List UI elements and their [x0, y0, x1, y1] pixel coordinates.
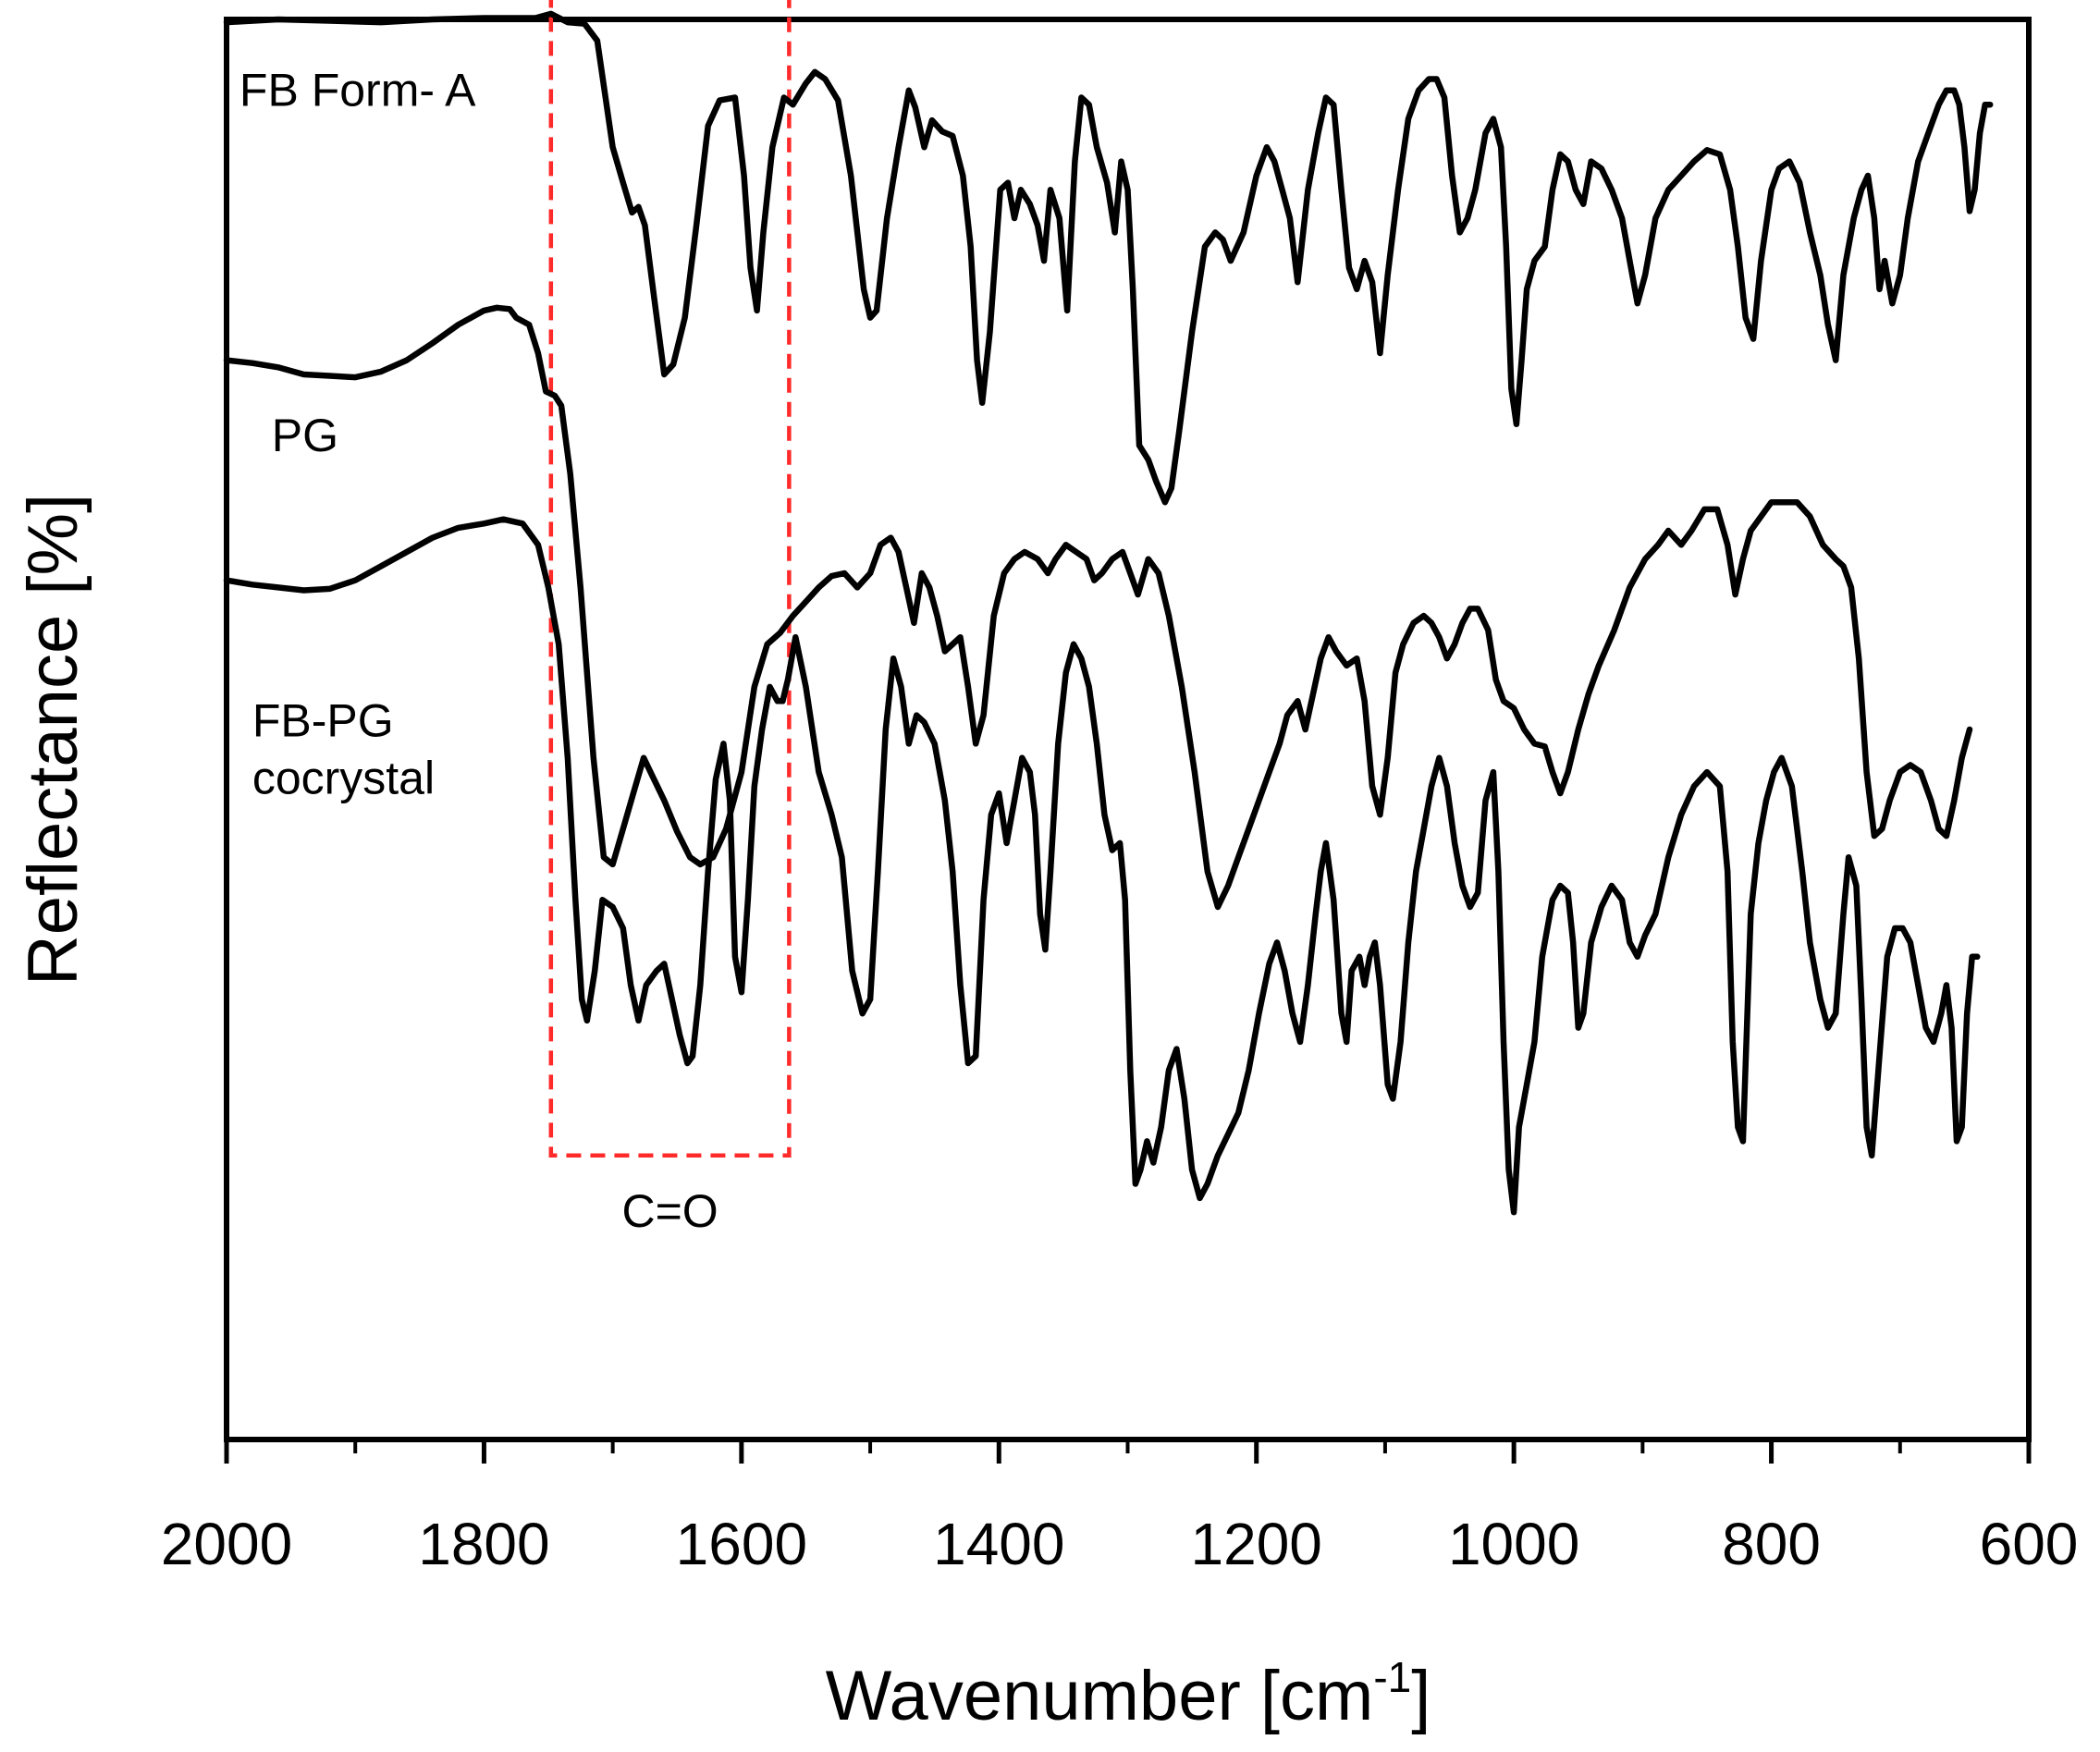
x-axis-title-main: Wavenumber [cm: [826, 1657, 1374, 1735]
carbonyl-region-box: [548, 0, 792, 1158]
series-label-pg: PG: [272, 410, 338, 461]
x-tick-label-1200: 1200: [1191, 1511, 1322, 1577]
series-label-fb-pg-cocrystal-line-2: cocrystal: [252, 753, 435, 804]
x-axis-title-superscript: -1: [1373, 1653, 1411, 1701]
x-tick-label-1400: 1400: [933, 1511, 1064, 1577]
x-axis-tick-labels: 2000 1800 1600 1400 1200 1000 800 600: [161, 1511, 2079, 1577]
series-label-fb-pg-cocrystal-line-1: FB-PG: [252, 695, 394, 747]
series-line-fb-pg-cocrystal: [223, 516, 1981, 1216]
x-tick-label-600: 600: [1980, 1511, 2079, 1577]
series-line-pg: [223, 304, 1973, 911]
series-labels: FB Form- A PG FB-PG cocrystal: [239, 65, 476, 804]
series-lines: [223, 10, 1994, 1216]
x-tick-label-800: 800: [1722, 1511, 1821, 1577]
x-axis-title: Wavenumber [cm-1]: [826, 1653, 1431, 1735]
carbonyl-region-label: C=O: [621, 1185, 718, 1237]
series-line-fb-form-a: [223, 10, 1994, 506]
x-tick-label-1800: 1800: [418, 1511, 549, 1577]
x-axis-ticks: [224, 1440, 2032, 1464]
x-tick-label-1600: 1600: [676, 1511, 807, 1577]
annotation-group: C=O: [548, 0, 792, 1237]
x-tick-label-1000: 1000: [1448, 1511, 1579, 1577]
series-label-fb-form-a: FB Form- A: [239, 65, 476, 116]
x-tick-label-2000: 2000: [161, 1511, 292, 1577]
y-axis-title: Reflectance [%]: [14, 494, 92, 986]
x-axis-title-suffix: ]: [1411, 1657, 1431, 1735]
